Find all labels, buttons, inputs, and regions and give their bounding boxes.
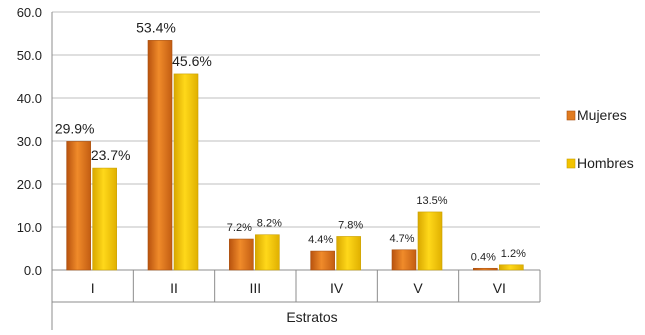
data-label: 23.7% xyxy=(91,147,131,163)
data-label: 4.4% xyxy=(308,234,333,246)
y-tick-label: 50.0 xyxy=(17,48,42,63)
legend-label: Mujeres xyxy=(577,107,627,123)
data-label: 29.9% xyxy=(55,120,95,136)
bar-mujeres xyxy=(310,250,335,271)
x-tick-label: VI xyxy=(493,280,506,296)
bar-mujeres xyxy=(66,141,91,271)
data-label: 8.2% xyxy=(257,218,282,230)
data-label: 7.2% xyxy=(227,222,252,234)
y-tick-label: 40.0 xyxy=(17,91,42,106)
data-label: 7.8% xyxy=(338,219,363,231)
data-label: 4.7% xyxy=(389,233,414,245)
legend-swatch xyxy=(566,110,576,121)
y-tick-label: 60.0 xyxy=(17,5,42,20)
x-tick-label: III xyxy=(249,280,261,296)
x-tick-label: IV xyxy=(330,280,344,296)
bar-mujeres xyxy=(391,249,417,271)
bar-hombres xyxy=(336,236,361,271)
x-tick-label: II xyxy=(170,280,178,296)
data-label: 1.2% xyxy=(501,248,526,260)
data-label: 45.6% xyxy=(172,53,212,69)
data-label: 0.4% xyxy=(471,251,496,263)
bar-mujeres xyxy=(473,267,498,271)
legend-label: Hombres xyxy=(577,155,634,171)
data-label: 13.5% xyxy=(416,195,447,207)
bar-hombres xyxy=(499,264,524,271)
bar-mujeres xyxy=(229,238,254,271)
bar-hombres xyxy=(417,211,443,271)
bar-mujeres xyxy=(147,40,173,271)
x-axis-title: Estratos xyxy=(286,309,337,325)
y-tick-label: 30.0 xyxy=(17,134,42,149)
y-tick-label: 20.0 xyxy=(17,177,42,192)
y-tick-label: 10.0 xyxy=(17,220,42,235)
data-label: 53.4% xyxy=(136,19,176,35)
y-tick-label: 0.0 xyxy=(24,263,42,278)
legend-swatch xyxy=(566,158,576,169)
x-tick-label: I xyxy=(91,280,95,296)
bar-hombres xyxy=(92,167,117,271)
x-tick-label: V xyxy=(413,280,423,296)
bar-hombres xyxy=(255,234,280,271)
bar-hombres xyxy=(173,73,199,271)
